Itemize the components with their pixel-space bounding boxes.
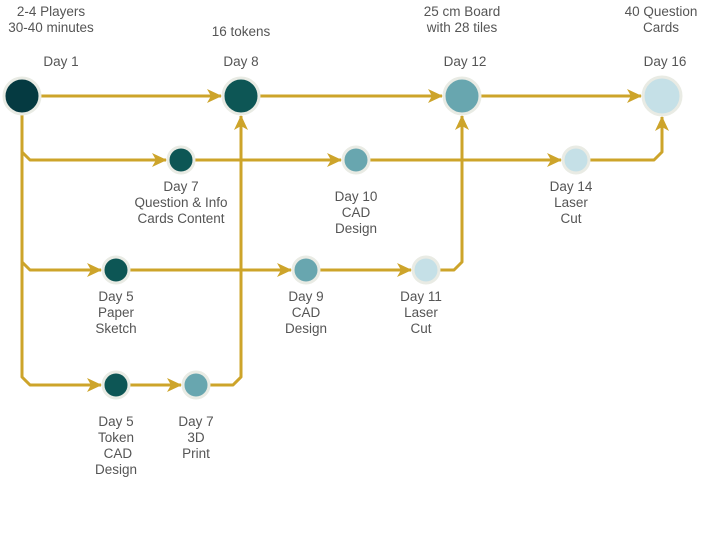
milestone-node-day1 bbox=[2, 76, 42, 116]
nodes bbox=[2, 75, 683, 400]
task-node-t-d7-cards bbox=[166, 145, 196, 175]
arrow-t_d11_laser-to-day12 bbox=[439, 115, 469, 272]
milestone-node-day8 bbox=[221, 76, 261, 116]
task-node-t-d5-token bbox=[101, 370, 131, 400]
arrow-day1-to-t_d7_cards bbox=[20, 114, 167, 167]
task-node-t-d9-cad bbox=[291, 255, 321, 285]
milestone-note-day1: 2-4 Players 30-40 minutes bbox=[8, 4, 94, 35]
task-label-t-d7-cards: Day 7 Question & Info Cards Content bbox=[134, 179, 228, 226]
task-node-t-d11-laser bbox=[411, 255, 441, 285]
task-label-t-d7-print: Day 7 3D Print bbox=[178, 414, 214, 461]
milestone-label-day1: Day 1 bbox=[43, 54, 79, 69]
arrow-day1-to-t_d5_token bbox=[20, 114, 102, 392]
task-node-t-d14-laser bbox=[561, 145, 591, 175]
arrow-t_d14_laser-to-day16 bbox=[589, 116, 669, 162]
task-label-t-d14-laser: Day 14 Laser Cut bbox=[549, 179, 593, 226]
milestone-note-day16: 40 Question Cards bbox=[624, 4, 698, 35]
arrow-day1-to-t_d5_sketch bbox=[20, 114, 102, 277]
task-node-t-d7-print bbox=[181, 370, 211, 400]
arrow-t_d7_print-to-day8 bbox=[209, 115, 248, 387]
milestone-label-day8: Day 8 bbox=[223, 54, 259, 69]
task-label-t-d5-sketch: Day 5 Paper Sketch bbox=[95, 289, 137, 336]
task-label-t-d9-cad: Day 9 CAD Design bbox=[284, 289, 328, 336]
task-node-t-d5-sketch bbox=[101, 255, 131, 285]
milestone-node-day12 bbox=[442, 76, 482, 116]
milestone-label-day12: Day 12 bbox=[443, 54, 487, 69]
milestone-label-day16: Day 16 bbox=[643, 54, 687, 69]
task-label-t-d10-cad: Day 10 CAD Design bbox=[334, 189, 378, 236]
task-label-t-d11-laser: Day 11 Laser Cut bbox=[400, 289, 442, 336]
task-node-t-d10-cad bbox=[341, 145, 371, 175]
milestone-note-day12: 25 cm Board with 28 tiles bbox=[423, 4, 501, 35]
task-label-t-d5-token: Day 5 Token CAD Design bbox=[94, 414, 138, 477]
milestone-note-day8: 16 tokens bbox=[211, 24, 271, 39]
edges bbox=[20, 89, 669, 392]
milestone-node-day16 bbox=[641, 75, 683, 117]
